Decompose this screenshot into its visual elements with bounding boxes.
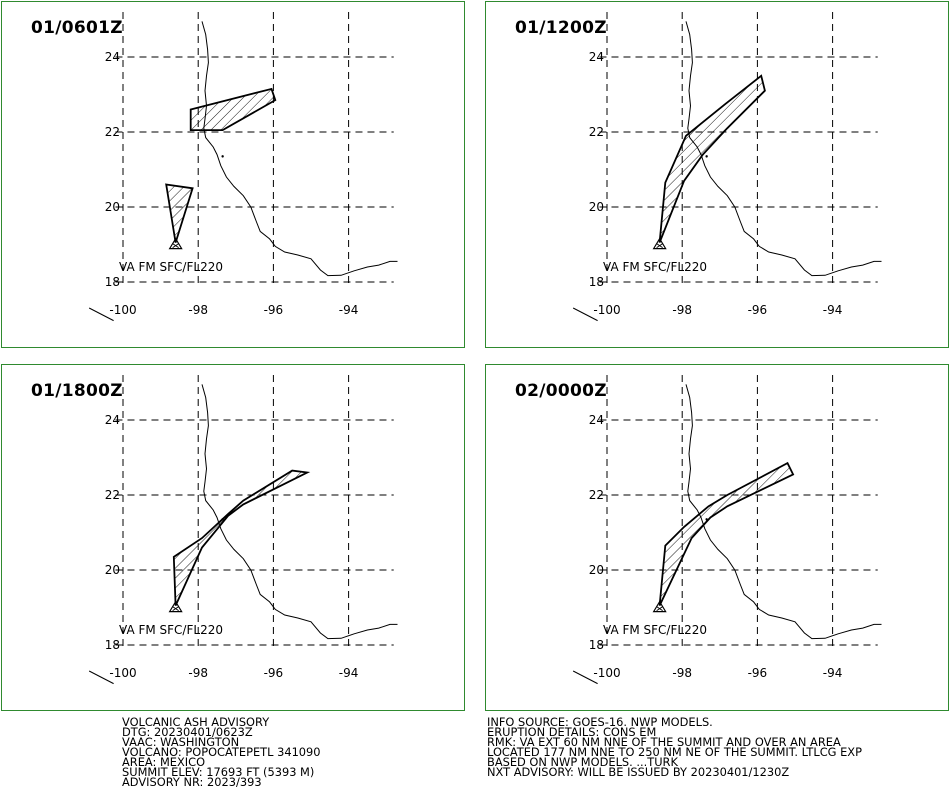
advisory-line: BASED ON NWP MODELS. ...TURK bbox=[487, 755, 678, 769]
advisory-line: LOCATED 177 NM NNE TO 250 NM NE OF THE S… bbox=[487, 745, 862, 759]
lon-tick-label: -94 bbox=[339, 666, 359, 680]
advisory-remarks-block: INFO SOURCE: GOES-16. NWP MODELS. ERUPTI… bbox=[487, 715, 862, 779]
lat-tick-label: 22 bbox=[589, 125, 604, 139]
lat-tick-label: 24 bbox=[589, 413, 604, 427]
island-marker bbox=[705, 155, 708, 158]
lat-tick-label: 18 bbox=[105, 638, 120, 652]
coastline bbox=[201, 21, 398, 277]
lon-tick-label: -100 bbox=[593, 303, 620, 317]
lat-tick-label: 24 bbox=[105, 413, 120, 427]
lat-tick-label: 24 bbox=[589, 50, 604, 64]
axis-stub bbox=[88, 670, 114, 685]
axis-stub bbox=[572, 670, 598, 685]
panel-level-label: VA FM SFC/FL220 bbox=[603, 260, 707, 274]
axis-stub bbox=[88, 307, 114, 322]
ash-cloud-polygon bbox=[658, 74, 766, 243]
advisory-line: SUMMIT ELEV: 17693 FT (5393 M) bbox=[122, 765, 315, 779]
advisory-line: VOLCANIC ASH ADVISORY bbox=[122, 715, 270, 729]
coastline bbox=[685, 384, 882, 640]
ash-cloud-polygon bbox=[189, 87, 277, 132]
lon-tick-label: -98 bbox=[672, 303, 692, 317]
advisory-line: NXT ADVISORY: WILL BE ISSUED BY 20230401… bbox=[487, 765, 790, 779]
lon-tick-label: -94 bbox=[823, 303, 843, 317]
lon-tick-label: -94 bbox=[823, 666, 843, 680]
lon-tick-label: -100 bbox=[109, 666, 136, 680]
lon-tick-label: -96 bbox=[748, 666, 768, 680]
lon-tick-label: -98 bbox=[188, 303, 208, 317]
lat-tick-label: 20 bbox=[105, 563, 120, 577]
panel-time: 01/1800Z bbox=[31, 381, 123, 401]
advisory-line: VOLCANO: POPOCATEPETL 341090 bbox=[122, 745, 321, 759]
lat-tick-label: 22 bbox=[589, 488, 604, 502]
lat-tick-label: 20 bbox=[589, 563, 604, 577]
advisory-line: AREA: MEXICO bbox=[122, 755, 206, 769]
coastline bbox=[685, 21, 882, 277]
panel-level-label: VA FM SFC/FL220 bbox=[119, 260, 223, 274]
map-canvas: 24 22 20 18 -100 -98 -96 -94 bbox=[88, 375, 398, 685]
map-canvas: 24 22 20 18 -100 -98 -96 -94 bbox=[572, 12, 882, 322]
volcano-icon-mark bbox=[656, 606, 663, 612]
volcano-icon-mark bbox=[172, 243, 179, 249]
lat-tick-label: 24 bbox=[105, 50, 120, 64]
panel-time: 02/0000Z bbox=[515, 381, 607, 401]
lon-tick-label: -94 bbox=[339, 303, 359, 317]
advisory-line: INFO SOURCE: GOES-16. NWP MODELS. bbox=[487, 715, 713, 729]
panel-level-label: VA FM SFC/FL220 bbox=[603, 623, 707, 637]
panel-time: 01/0601Z bbox=[31, 18, 123, 38]
lon-tick-label: -96 bbox=[748, 303, 768, 317]
map-canvas: 24 22 20 18 -100 -98 -96 -94 bbox=[88, 12, 398, 322]
advisory-line: VAAC: WASHINGTON bbox=[122, 735, 240, 749]
lon-tick-label: -96 bbox=[264, 303, 284, 317]
coastline bbox=[201, 384, 398, 640]
lat-tick-label: 22 bbox=[105, 488, 120, 502]
lat-tick-label: 20 bbox=[105, 200, 120, 214]
advisory-header-block: VOLCANIC ASH ADVISORY DTG: 20230401/0623… bbox=[122, 715, 321, 789]
forecast-panel-0601z: 24 22 20 18 -100 -98 -96 -94 01/0601Z VA FM SFC… bbox=[1, 1, 465, 348]
advisory-line: ERUPTION DETAILS: CONS EM bbox=[487, 725, 657, 739]
map-canvas: 24 22 20 18 -100 -98 -96 -94 bbox=[572, 375, 882, 685]
volcano-icon-mark bbox=[656, 243, 663, 249]
lon-tick-label: -96 bbox=[264, 666, 284, 680]
advisory-line: DTG: 20230401/0623Z bbox=[122, 725, 253, 739]
lon-tick-label: -98 bbox=[188, 666, 208, 680]
lat-tick-label: 18 bbox=[589, 275, 604, 289]
lon-tick-label: -100 bbox=[593, 666, 620, 680]
forecast-panel-1800z: 24 22 20 18 -100 -98 -96 -94 01/1800Z VA FM SFC… bbox=[1, 364, 465, 711]
advisory-line: RMK: VA EXT 60 NM NNE OF THE SUMMIT AND … bbox=[487, 735, 841, 749]
panel-time: 01/1200Z bbox=[515, 18, 607, 38]
ash-cloud-polygon bbox=[172, 469, 311, 606]
forecast-panel-1200z: 24 22 20 18 -100 -98 -96 -94 01/1200Z VA FM SFC… bbox=[485, 1, 949, 348]
lat-tick-label: 22 bbox=[105, 125, 120, 139]
forecast-panel-0000z: 24 22 20 18 -100 -98 -96 -94 02/0000Z VA FM SFC… bbox=[485, 364, 949, 711]
lat-tick-label: 20 bbox=[589, 200, 604, 214]
panel-level-label: VA FM SFC/FL220 bbox=[119, 623, 223, 637]
island-marker bbox=[221, 155, 224, 158]
ash-cloud-polygon bbox=[165, 183, 194, 243]
axis-stub bbox=[572, 307, 598, 322]
lat-tick-label: 18 bbox=[105, 275, 120, 289]
lat-tick-label: 18 bbox=[589, 638, 604, 652]
lon-tick-label: -98 bbox=[672, 666, 692, 680]
advisory-line: ADVISORY NR: 2023/393 bbox=[122, 775, 262, 789]
lon-tick-label: -100 bbox=[109, 303, 136, 317]
ash-cloud-polygon bbox=[658, 461, 795, 606]
volcano-icon-mark bbox=[172, 606, 179, 612]
